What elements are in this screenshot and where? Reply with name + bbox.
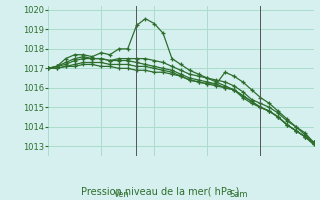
Text: Pression niveau de la mer( hPa ): Pression niveau de la mer( hPa )	[81, 186, 239, 196]
Text: Ven: Ven	[114, 190, 130, 199]
Text: Sam: Sam	[229, 190, 248, 199]
